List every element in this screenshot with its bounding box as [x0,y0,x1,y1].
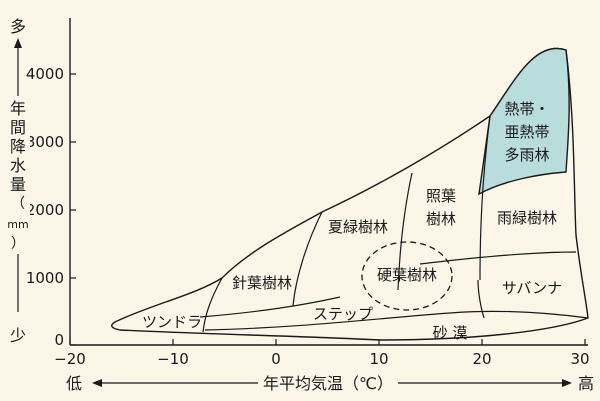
biome-label-rainforest-2: 亜熱帯 [504,123,549,141]
y-axis-label-char: 量 [10,175,26,194]
y-axis-arrow-head [14,38,22,48]
y-tick-label: 0 [54,331,64,349]
boundary-tundra-steppe [199,296,341,318]
y-axis-label-unit: mm [7,218,28,231]
x-tick-label: −10 [157,350,189,368]
biome-label-rainforest-3: 多雨林 [504,146,549,164]
x-axis-arrow-head-right [562,379,572,387]
x-axis-label-backdrop [258,372,398,394]
biome-label-taiga: 針葉樹林 [232,274,292,292]
biome-label-laurel-1: 照葉 [426,187,456,205]
x-tick-label: 20 [472,350,491,368]
biome-label-summergreen: 夏緑樹林 [328,218,388,236]
y-axis-label-char: 間 [10,118,26,137]
x-tick-label: 30 [570,350,589,368]
x-axis-left-word: 低 [66,374,82,393]
y-axis-label-char: 降 [10,137,26,156]
boundary-laurel-tropical [479,115,491,281]
biome-label-savanna: サバンナ [502,279,562,297]
y-axis-label-char: ） [11,236,25,252]
biome-label-steppe: ステップ [313,305,373,323]
x-tick-label: 10 [369,350,388,368]
x-axis-right-word: 高 [578,374,594,393]
biome-label-sclerophyll: 硬葉樹林 [377,266,437,284]
biome-label-tundra: ツンドラ [142,313,202,331]
y-axis-label-char: 水 [10,156,26,175]
y-axis-top-word: 多 [10,17,26,36]
x-axis-arrow-head-left [92,379,102,387]
x-tick-label: 0 [271,350,281,368]
boundary-raingreen-savanna [419,251,577,265]
biome-envelope [111,47,589,341]
y-axis-label-char: 年 [10,99,26,118]
sclerophyll-zone [361,241,453,311]
boundary-tundra-taiga [202,277,223,333]
rainforest-region [478,47,570,196]
y-axis-bottom-word: 少 [10,326,26,345]
y-axis-label-backdrop [8,96,30,254]
boundary-taiga-summergreen [292,211,323,307]
y-tick-label: 4000 [26,65,64,83]
x-axis-label: 年平均気温（℃） [263,374,393,393]
boundary-sclerophyll-savanna [477,279,485,319]
y-tick-label: 2000 [26,201,64,219]
boundary-steppe-desert [204,310,589,331]
y-tick-label: 1000 [26,269,64,287]
boundary-summergreen-laurel [397,172,413,291]
x-tick-label: −20 [54,350,86,368]
y-axis-label-char: （ [11,196,25,212]
biome-label-raingreen: 雨緑樹林 [497,209,557,227]
biome-label-rainforest-1: 熱帯・ [504,100,549,118]
biome-label-laurel-2: 樹林 [426,210,456,228]
y-tick-label: 3000 [26,133,64,151]
biome-label-desert: 砂 漠 [433,324,468,342]
